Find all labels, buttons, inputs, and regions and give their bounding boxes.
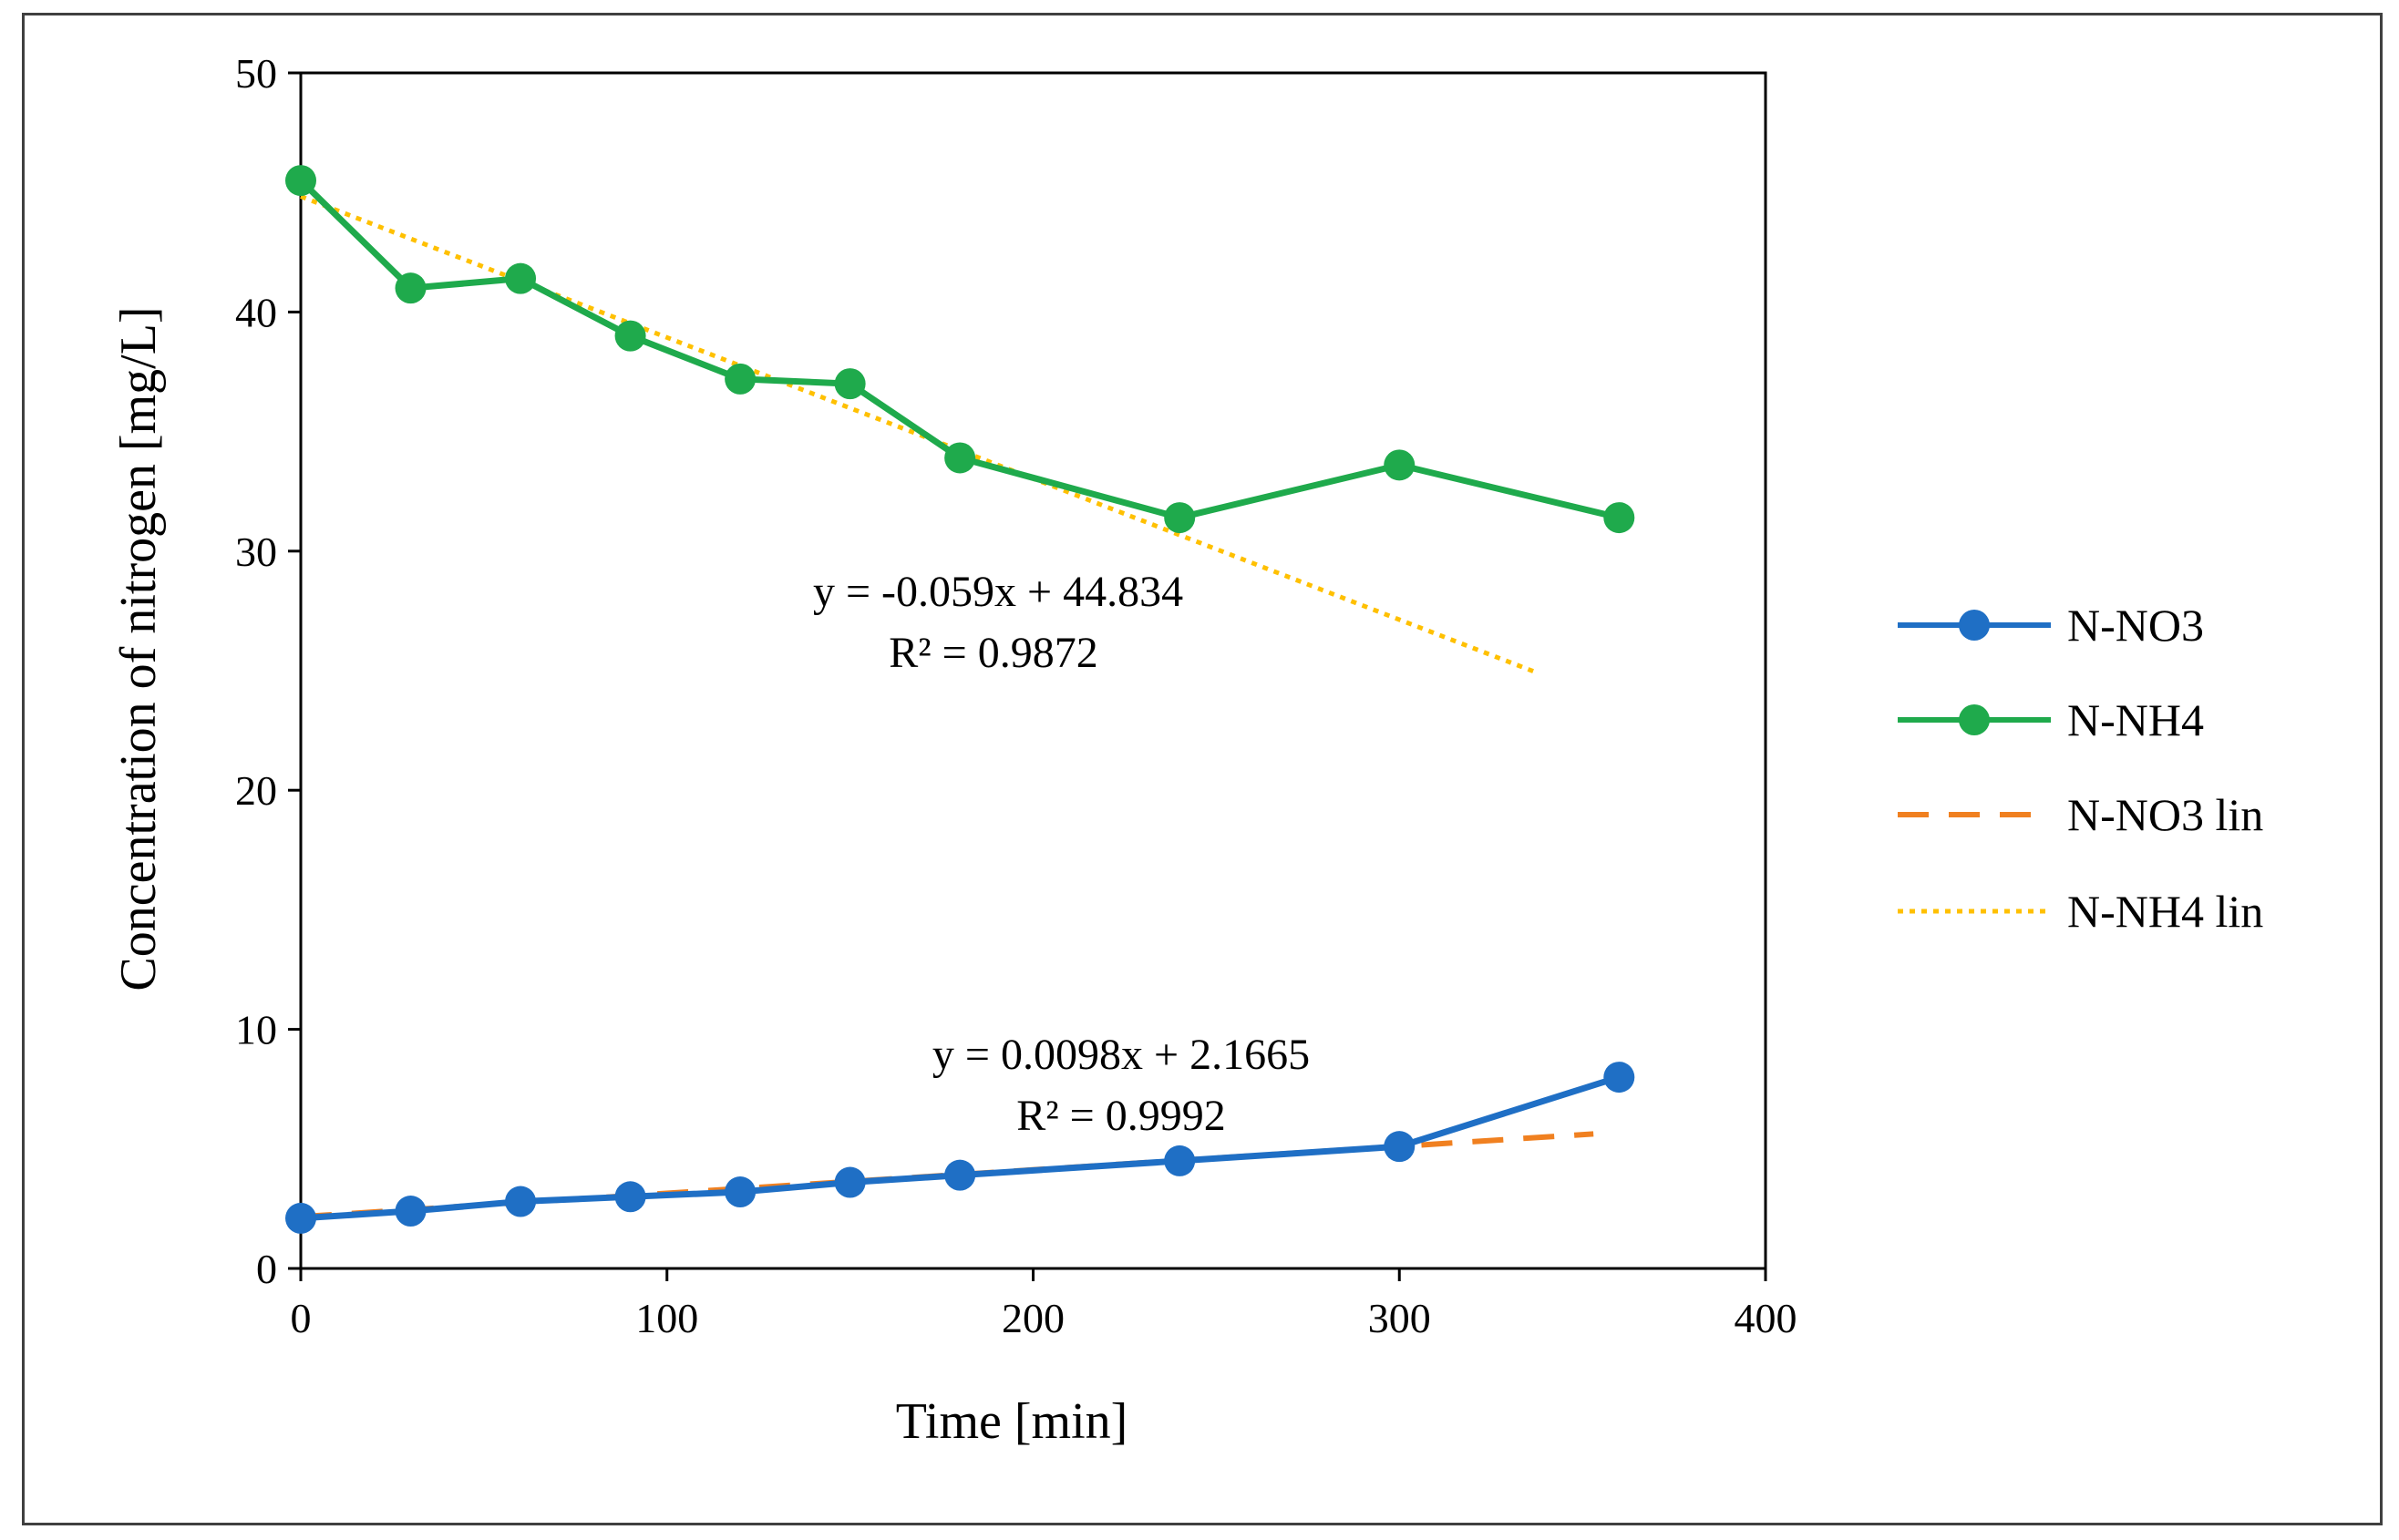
data-point-n-nh4 (944, 442, 976, 474)
legend-marker-n-no3 (1959, 610, 1990, 641)
data-point-n-no3 (614, 1181, 646, 1213)
series-line-n-nh4 (298, 178, 1621, 521)
x-tick-label: 300 (1368, 1295, 1431, 1341)
y-tick-label: 0 (256, 1246, 277, 1292)
legend-marker-n-nh4 (1959, 704, 1990, 735)
data-point-n-no3 (725, 1176, 757, 1208)
y-tick-label: 30 (235, 529, 277, 575)
data-point-n-nh4 (614, 320, 646, 352)
no3-trend-equation: y = 0.0098x + 2.1665 (932, 1031, 1310, 1079)
legend-item-n-nh4: N-NH4 (1898, 694, 2204, 745)
x-axis-title: Time [min] (896, 1393, 1128, 1450)
data-point-n-no3 (505, 1186, 537, 1217)
y-tick-label: 40 (235, 289, 277, 335)
legend-label-n-no3-lin: N-NO3 lin (2067, 789, 2263, 840)
data-point-n-nh4 (1164, 502, 1196, 534)
x-tick-label: 100 (635, 1295, 698, 1341)
nh4-trend-r2: R² = 0.9872 (889, 629, 1097, 677)
data-point-n-no3 (1164, 1145, 1196, 1176)
data-point-n-no3 (1603, 1062, 1635, 1093)
data-point-n-no3 (834, 1166, 866, 1198)
y-tick-label: 20 (235, 767, 277, 814)
legend-label-n-no3: N-NO3 (2067, 600, 2204, 651)
chart-frame (22, 13, 2383, 1525)
x-tick-label: 400 (1735, 1295, 1797, 1341)
data-point-n-nh4 (285, 165, 316, 197)
data-point-n-no3 (1384, 1131, 1416, 1163)
data-point-n-nh4 (834, 368, 866, 400)
legend-item-n-no3: N-NO3 (1898, 600, 2204, 651)
trendline-n-nh4-lin (300, 194, 1536, 674)
axes: 0 10 20 30 40 50 0 100 200 300 400 (235, 50, 1797, 1341)
nh4-trend-equation: y = -0.059x + 44.834 (813, 568, 1183, 616)
x-tick-label: 0 (291, 1295, 312, 1341)
data-point-n-nh4 (395, 272, 427, 304)
y-tick-label: 50 (235, 50, 277, 97)
data-point-n-nh4 (725, 363, 757, 395)
data-point-n-no3 (395, 1196, 427, 1227)
x-tick-label: 200 (1002, 1295, 1065, 1341)
no3-trend-r2: R² = 0.9992 (1016, 1092, 1225, 1140)
y-tick-label: 10 (235, 1007, 277, 1053)
markers (285, 165, 1635, 1234)
legend-item-n-nh4-lin: N-NH4 lin (1898, 886, 2263, 937)
data-point-n-no3 (285, 1202, 316, 1234)
legend-label-n-nh4: N-NH4 (2067, 694, 2204, 745)
series-line-n-no3 (300, 1073, 1621, 1222)
legend-label-n-nh4-lin: N-NH4 lin (2067, 886, 2263, 937)
series-lines (298, 178, 1621, 1222)
data-point-n-nh4 (1384, 449, 1416, 481)
y-axis-title: Concentration of nitrogen [mg/L] (110, 306, 167, 991)
data-point-n-nh4 (505, 262, 537, 294)
data-point-n-nh4 (1603, 502, 1635, 534)
legend-item-n-no3-lin: N-NO3 lin (1898, 789, 2263, 840)
legend: N-NO3 N-NH4 N-NO3 lin N-NH4 lin (1898, 600, 2263, 937)
data-point-n-no3 (944, 1159, 976, 1191)
